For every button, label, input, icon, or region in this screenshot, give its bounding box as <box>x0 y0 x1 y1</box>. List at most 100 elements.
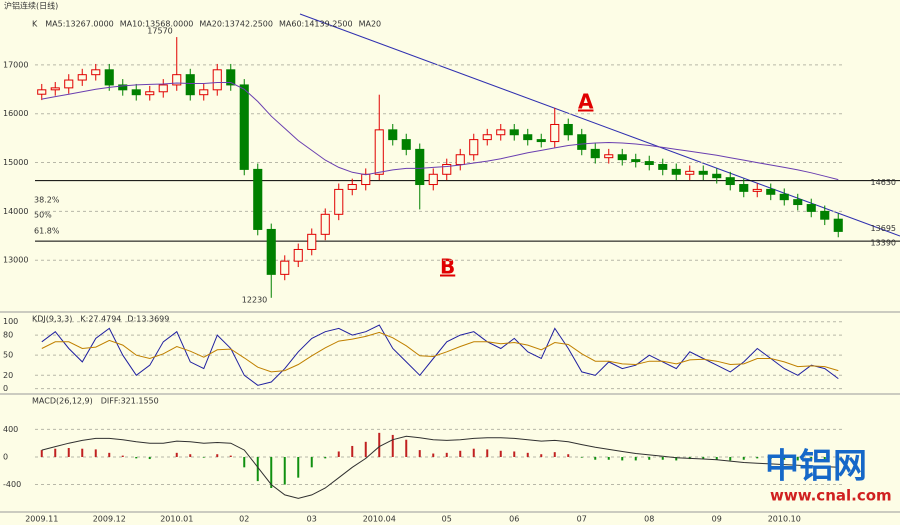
x-tick-label: 08 <box>644 515 654 524</box>
candle-body <box>766 188 776 195</box>
y-tick-label: 50 <box>3 351 13 360</box>
bar <box>40 450 43 457</box>
indicator-label: MA60:14139.2500 <box>279 20 353 29</box>
bar <box>648 456 651 460</box>
y-tick-label: 14000 <box>3 207 28 216</box>
bar <box>769 456 772 460</box>
candle-body <box>293 248 303 262</box>
bar <box>175 452 178 457</box>
trend-line <box>299 13 900 237</box>
candle-body <box>280 260 290 275</box>
candle-body <box>199 89 209 96</box>
candle-body <box>64 79 74 89</box>
y-tick-label: 13000 <box>3 256 28 265</box>
bar <box>216 454 219 457</box>
trough-label: 12230 <box>242 295 267 304</box>
bar <box>715 456 718 460</box>
x-tick-label: 2009.12 <box>93 515 126 524</box>
candle-body <box>482 134 492 141</box>
candle-body <box>550 123 560 143</box>
candle-body <box>442 164 452 175</box>
annotation-b: B <box>440 255 455 279</box>
bar <box>310 456 313 468</box>
x-tick-label: 07 <box>577 515 587 524</box>
y-tick-label: 0 <box>3 452 8 461</box>
candle-body <box>118 84 128 91</box>
candle-body <box>617 154 627 161</box>
bar <box>675 456 678 461</box>
bar <box>729 456 732 461</box>
candle-body <box>793 199 803 206</box>
bar <box>297 456 300 478</box>
candle-body <box>644 161 654 166</box>
x-tick-label: 2010.01 <box>160 515 193 524</box>
y-tick-label: 16000 <box>3 109 28 118</box>
indicator-label: MA10:13568.0000 <box>120 20 194 29</box>
bar <box>148 456 151 460</box>
bar <box>283 456 286 485</box>
candle-body <box>401 139 411 150</box>
legend-entry: D:13.3699 <box>127 315 169 324</box>
bar <box>810 456 813 460</box>
watermark-name: 中铝网 <box>765 447 867 487</box>
candle-body <box>185 74 195 96</box>
bar <box>702 456 705 460</box>
candle-body <box>307 233 317 250</box>
candle-body <box>752 188 762 192</box>
level-label: 14630 <box>871 178 896 187</box>
bar <box>621 456 624 461</box>
y-tick-label: 0 <box>3 384 8 393</box>
legend-title: KDJ(9,3,3) <box>32 315 72 324</box>
bar <box>405 439 408 457</box>
bar <box>796 456 799 461</box>
candle-body <box>631 159 641 163</box>
bar <box>81 448 84 457</box>
bar <box>823 456 826 461</box>
bar <box>337 451 340 457</box>
candle-body <box>806 204 816 212</box>
fib-label: 50% <box>34 211 52 220</box>
candle-body <box>563 123 573 136</box>
watermark-url: www.cnal.com <box>770 487 892 505</box>
candle-body <box>590 148 600 159</box>
y-tick-label: -400 <box>3 480 21 489</box>
legend-entry: DIFF:321.1550 <box>101 397 159 406</box>
level-label: 13695 <box>871 224 896 233</box>
bar <box>54 448 57 457</box>
bar <box>567 454 570 457</box>
candle-body <box>455 154 465 166</box>
candle-body <box>50 87 60 91</box>
candle-body <box>779 193 789 201</box>
candle-body <box>739 184 749 192</box>
candle-body <box>212 69 222 91</box>
bar <box>418 450 421 457</box>
series-line <box>41 435 839 499</box>
y-tick-label: 400 <box>3 425 18 434</box>
bar <box>607 456 610 460</box>
x-tick-label: 2010.10 <box>768 515 801 524</box>
candle-body <box>671 168 681 175</box>
bar <box>459 450 462 457</box>
y-tick-label: 100 <box>3 317 18 326</box>
bar <box>553 452 556 457</box>
candle-body <box>509 129 519 136</box>
candle-body <box>577 134 587 150</box>
candle-body <box>604 154 614 159</box>
bar <box>364 441 367 457</box>
bar <box>661 456 664 460</box>
bar <box>634 456 637 461</box>
bar <box>189 454 192 457</box>
bar <box>486 449 489 457</box>
candle-body <box>334 188 344 215</box>
candle-body <box>388 129 398 141</box>
candle-body <box>469 139 479 156</box>
candle-body <box>145 91 155 96</box>
candle-body <box>131 89 141 96</box>
y-tick-label: 80 <box>3 331 13 340</box>
indicator-label: MA20:13742.2500 <box>199 20 273 29</box>
annotation-a: A <box>578 90 594 114</box>
bar <box>756 456 759 459</box>
legend-title: MACD(26,12,9) <box>32 397 93 406</box>
bar <box>445 452 448 457</box>
